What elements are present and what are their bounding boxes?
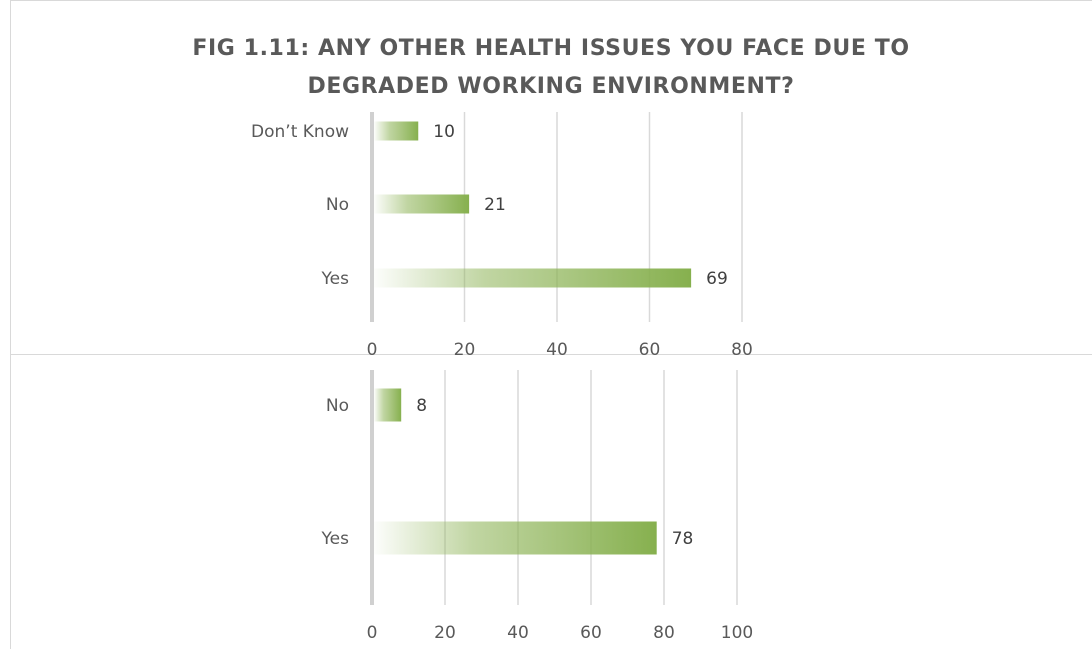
chart2-bar: [374, 388, 402, 422]
chart1-tick-label: 60: [639, 340, 661, 360]
chart2-data-label: 78: [672, 529, 694, 549]
chart2-data-label: 8: [416, 396, 427, 416]
chart2-tick-label: 40: [507, 623, 529, 643]
chart1-category-label: Yes: [321, 269, 350, 289]
chart2-tick-label: 0: [367, 623, 378, 643]
chart2-category-label: Yes: [321, 529, 350, 549]
chart2-tick-label: 80: [653, 623, 675, 643]
chart1-bar: [374, 121, 419, 141]
chart1-category-label: No: [326, 195, 349, 215]
chart1-tick-label: 0: [367, 340, 378, 360]
chart1-tick-label: 40: [546, 340, 568, 360]
chart1-title-line-2: DEGRADED WORKING ENVIRONMENT?: [307, 74, 794, 99]
chart1-tick-label: 80: [731, 340, 753, 360]
chart1-data-label: 10: [433, 122, 455, 142]
chart2-tick-label: 60: [580, 623, 602, 643]
chart1-bar: [374, 268, 692, 288]
chart1-data-label: 69: [706, 269, 728, 289]
chart2-tick-label: 20: [434, 623, 456, 643]
chart1-tick-label: 20: [454, 340, 476, 360]
chart1-title: FIG 1.11: ANY OTHER HEALTH ISSUES YOU FA…: [192, 36, 909, 99]
chart1-title-line-1: FIG 1.11: ANY OTHER HEALTH ISSUES YOU FA…: [192, 36, 909, 61]
chart2-tick-label: 100: [721, 623, 753, 643]
chart2-category-label: No: [326, 396, 349, 416]
chart1: 0 20 40 60 80 Don’t Know 10 No 21 Yes 69: [251, 112, 753, 360]
chart1-data-label: 21: [484, 195, 506, 215]
chart1-category-label: Don’t Know: [251, 122, 349, 142]
chart2-bar: [374, 521, 657, 555]
chart1-bar: [374, 194, 470, 214]
chart2: 0 20 40 60 80 100 No 8 Yes 78: [321, 370, 753, 643]
